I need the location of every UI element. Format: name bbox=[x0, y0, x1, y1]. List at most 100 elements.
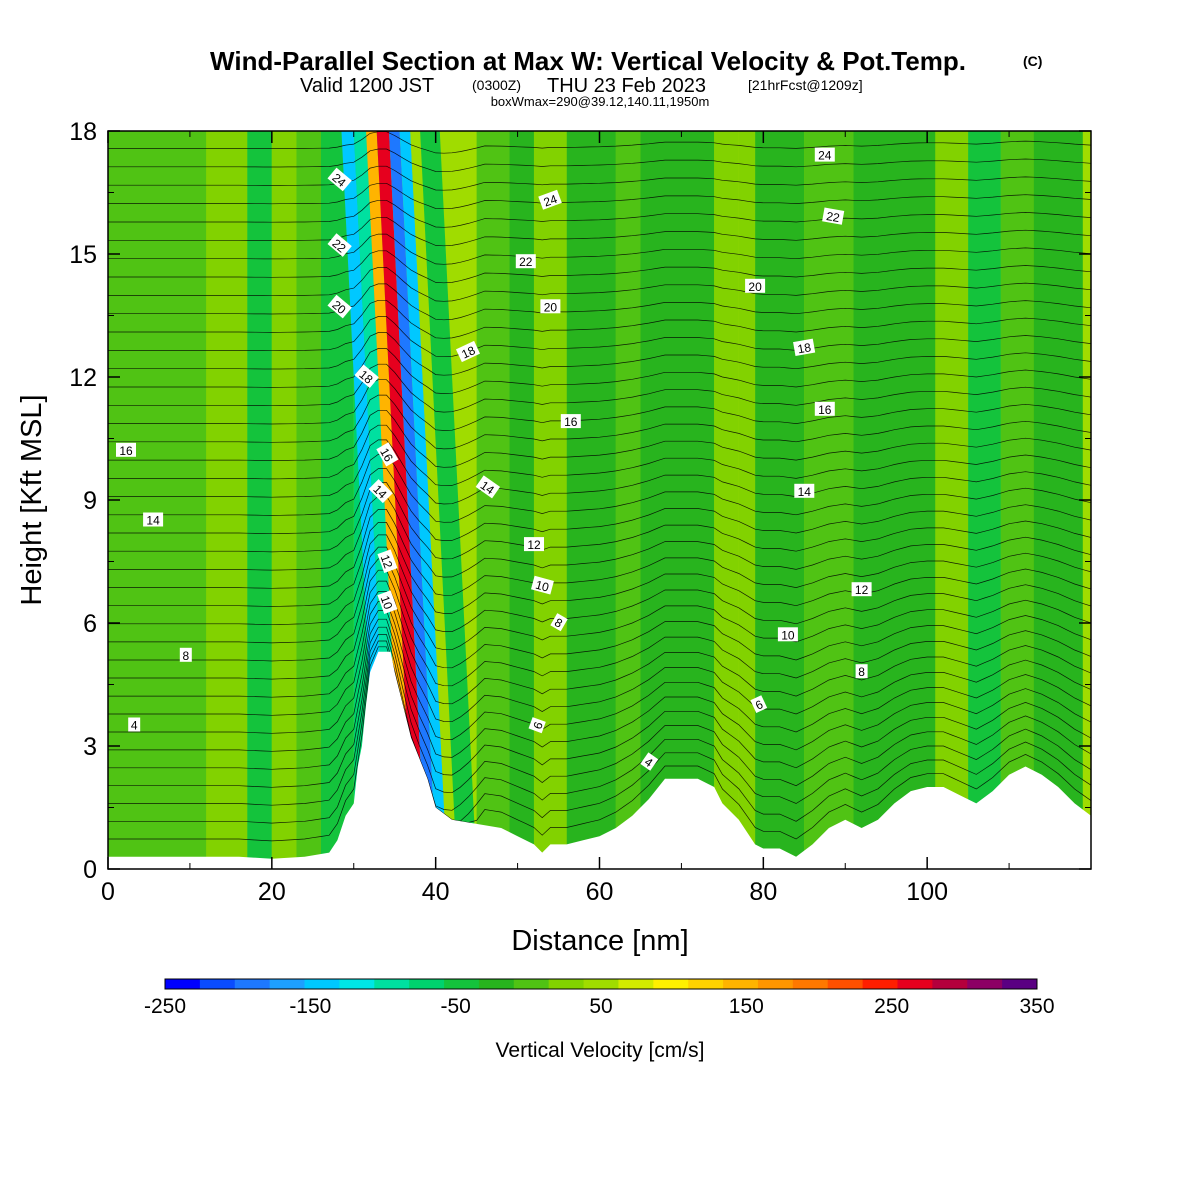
y-axis: 0 3 6 9 12 15 18 bbox=[69, 118, 1091, 884]
contour-label-box bbox=[540, 299, 561, 314]
colorbar-label: Vertical Velocity [cm/s] bbox=[496, 1039, 705, 1062]
isentrope-line bbox=[108, 495, 1091, 578]
isentrope-line bbox=[108, 591, 1091, 723]
contour-label-box bbox=[327, 294, 352, 319]
isentrope-line bbox=[108, 482, 1091, 560]
contour-label-text: 22 bbox=[519, 255, 533, 269]
velocity-band bbox=[1033, 131, 1083, 869]
contour-label: 24 bbox=[814, 147, 835, 163]
colorbar-tick-label: -250 bbox=[144, 995, 186, 1018]
contour-label-box bbox=[750, 695, 768, 713]
contour-label-box bbox=[377, 590, 398, 614]
contour-label-text: 12 bbox=[527, 538, 541, 552]
contour-label-box bbox=[794, 483, 815, 498]
contour-label-text: 16 bbox=[818, 403, 832, 417]
contour-label: 8 bbox=[179, 647, 192, 663]
isentrope-line bbox=[108, 454, 1091, 523]
contour-label: 22 bbox=[327, 233, 352, 257]
contour-label: 16 bbox=[560, 414, 581, 429]
contour-label: 4 bbox=[640, 752, 659, 771]
isentrope-line bbox=[108, 640, 1091, 824]
colorbar-outline bbox=[164, 978, 1038, 990]
contour-label: 18 bbox=[455, 340, 480, 363]
pot-temp-contours bbox=[108, 131, 1091, 842]
colorbar-tick-labels: -250 -150 -50 50 150 250 350 bbox=[144, 995, 1055, 1018]
x-axis-label: Distance [nm] bbox=[511, 925, 688, 957]
velocity-band bbox=[420, 131, 477, 869]
contour-label-box bbox=[475, 475, 501, 499]
contour-label-text: 20 bbox=[748, 280, 762, 294]
colorbar-swatch bbox=[967, 979, 1003, 989]
contour-label-box bbox=[550, 613, 568, 632]
isentrope-line bbox=[108, 250, 1091, 284]
isentrope-line bbox=[108, 379, 1091, 431]
contour-label: 8 bbox=[855, 664, 868, 679]
contour-label-box bbox=[560, 414, 581, 429]
contour-label: 20 bbox=[745, 278, 766, 294]
isentrope-line bbox=[108, 182, 1091, 210]
contour-label-text: 8 bbox=[858, 665, 865, 679]
isentrope-line bbox=[108, 618, 1091, 776]
colorbar-swatch bbox=[444, 979, 480, 989]
x-tick-label: 0 bbox=[101, 878, 115, 906]
contour-label-box bbox=[640, 752, 659, 771]
colorbar-swatch bbox=[723, 979, 759, 989]
contour-label-box bbox=[855, 664, 868, 679]
isentrope-line bbox=[108, 283, 1091, 321]
velocity-band bbox=[968, 131, 1001, 869]
contour-label-text: 16 bbox=[377, 446, 396, 465]
velocity-band bbox=[566, 131, 616, 869]
colorbar-swatch bbox=[234, 979, 271, 989]
isentrope-line bbox=[108, 558, 1091, 669]
contour-label-text: 20 bbox=[544, 300, 558, 314]
isentrope-line bbox=[108, 569, 1091, 687]
y-tick-label: 15 bbox=[69, 241, 97, 269]
contour-label: 24 bbox=[327, 167, 352, 192]
isentrope-line bbox=[108, 509, 1091, 596]
colorbar-swatch bbox=[409, 979, 445, 989]
contour-label: 16 bbox=[116, 442, 136, 458]
contour-label-text: 24 bbox=[818, 149, 832, 163]
isentrope-line bbox=[108, 522, 1091, 614]
velocity-band bbox=[640, 131, 715, 869]
contour-label: 14 bbox=[475, 475, 501, 499]
colorbar-swatch bbox=[513, 979, 550, 989]
x-tick-label: 60 bbox=[586, 878, 614, 906]
contour-label: 24 bbox=[538, 189, 562, 210]
contour-label-text: 10 bbox=[534, 578, 551, 595]
valid-date: THU 23 Feb 2023 bbox=[547, 75, 706, 97]
isentrope-line bbox=[108, 468, 1091, 541]
contour-label-box bbox=[814, 147, 835, 162]
y-tick-label: 0 bbox=[83, 856, 97, 884]
isentrope-line bbox=[108, 348, 1091, 394]
isentrope-line bbox=[108, 394, 1091, 450]
isentrope-line bbox=[108, 409, 1091, 468]
box-wmax-info: boxWmax=290@39.12,140.11,1950m bbox=[491, 94, 710, 109]
contour-label: 4 bbox=[128, 717, 141, 733]
contour-label: 14 bbox=[368, 479, 393, 504]
contour-label-box bbox=[528, 717, 546, 734]
colorbar-swatch bbox=[792, 979, 829, 989]
contour-label: 14 bbox=[143, 512, 164, 528]
colorbar-swatch bbox=[583, 979, 619, 989]
colorbar-swatch bbox=[199, 979, 236, 989]
isentrope-line bbox=[108, 363, 1091, 413]
contour-label-text: 16 bbox=[119, 444, 133, 458]
colorbar-swatch bbox=[862, 979, 898, 989]
contour-label: 14 bbox=[794, 483, 815, 499]
plot-area: 24 22 20 18 16 14 12 10 18 14 24 22 20 16 12 10 8 6 4 24 22 2… bbox=[108, 131, 1091, 869]
x-axis: 0 20 40 60 80 100 bbox=[101, 131, 1010, 906]
contour-label: 10 bbox=[377, 590, 398, 614]
x-tick-label: 40 bbox=[422, 878, 450, 906]
contour-label: 18 bbox=[354, 364, 379, 389]
contour-label-box bbox=[745, 278, 766, 293]
colorbar-swatch bbox=[653, 979, 689, 989]
colorbar-tick-label: 50 bbox=[589, 995, 612, 1018]
isentrope-line bbox=[108, 148, 1091, 173]
contour-label-text: 18 bbox=[459, 343, 477, 361]
contour-label: 16 bbox=[376, 442, 399, 467]
colorbar-swatch bbox=[688, 979, 724, 989]
colorbar-swatch bbox=[374, 979, 410, 989]
contour-label-box bbox=[327, 167, 352, 192]
